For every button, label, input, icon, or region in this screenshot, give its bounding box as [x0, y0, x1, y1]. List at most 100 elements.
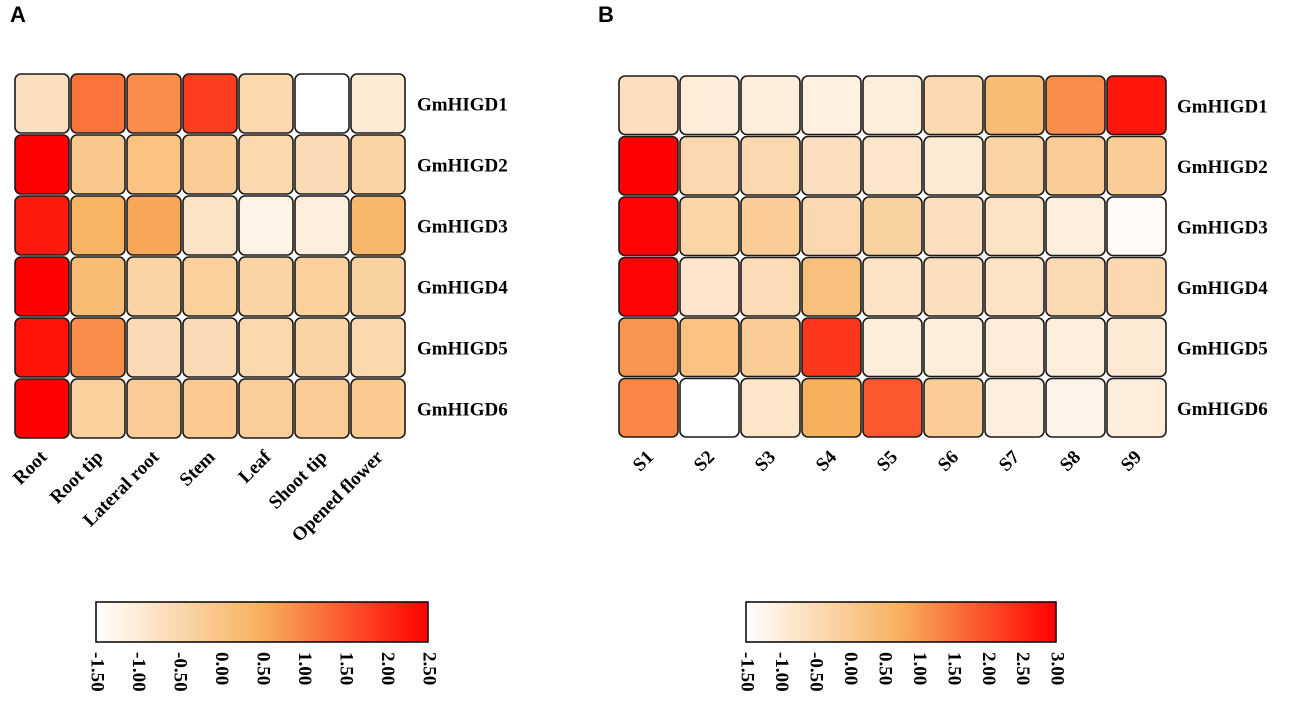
heatmap-cell — [1106, 196, 1167, 257]
heatmap-cell — [14, 317, 70, 378]
heatmap-cell — [350, 378, 406, 439]
heatmap-cell — [294, 317, 350, 378]
heatmap-cell — [740, 196, 801, 257]
heatmap-cell — [294, 195, 350, 256]
heatmap-cell — [801, 135, 862, 196]
colorbar-tick-label: -0.50 — [806, 652, 827, 692]
column-label: S7 — [995, 446, 1024, 475]
heatmap-cell — [679, 196, 740, 257]
heatmap-cell — [801, 377, 862, 438]
row-label: GmHIGD5 — [417, 339, 508, 360]
heatmap-cell — [923, 317, 984, 378]
heatmap-cell — [740, 377, 801, 438]
heatmap-cell — [984, 196, 1045, 257]
heatmap-cell — [350, 195, 406, 256]
heatmap-cell — [923, 196, 984, 257]
panel-b: B GmHIGD1 GmHIGD2 GmHIGD3 GmHIGD4 GmHIGD5 GmH… — [598, 2, 1268, 692]
heatmap-cell — [182, 317, 238, 378]
heatmap-cell — [984, 75, 1045, 136]
heatmap-cell — [126, 73, 182, 134]
heatmap-cell — [862, 377, 923, 438]
heatmap-cell — [1106, 377, 1167, 438]
column-label: S8 — [1056, 447, 1085, 476]
row-label: GmHIGD3 — [417, 217, 508, 238]
heatmap-cell — [740, 75, 801, 136]
heatmap-cell — [14, 256, 70, 317]
heatmap-cell — [862, 256, 923, 317]
heatmap-cell — [984, 135, 1045, 196]
colorbar-tick-label: -0.50 — [170, 652, 191, 692]
colorbar-tick-label: -1.00 — [128, 652, 149, 692]
column-label: Leaf — [235, 446, 276, 487]
heatmap-cell — [801, 75, 862, 136]
heatmap-cell — [801, 317, 862, 378]
colorbar-tick-label: 0.00 — [840, 652, 861, 685]
heatmap-cell — [862, 317, 923, 378]
heatmap-cell — [862, 135, 923, 196]
column-label: S9 — [1117, 447, 1146, 476]
row-label: GmHIGD1 — [417, 95, 508, 116]
heatmap-cell — [238, 317, 294, 378]
heatmap-cell — [70, 378, 126, 439]
panel-a: A GmHIGD1 GmHIGD2 GmHIGD3 GmHIGD4 GmHIGD5 GmH… — [9, 2, 508, 692]
colorbar-tick-label: 3.00 — [1047, 652, 1068, 685]
heatmap-cell — [1045, 317, 1106, 378]
row-label: GmHIGD6 — [1177, 399, 1268, 420]
colorbar-tick-label: 1.00 — [909, 652, 930, 685]
heatmap-cell — [1106, 317, 1167, 378]
heatmap-cell — [984, 377, 1045, 438]
heatmap-cell — [294, 73, 350, 134]
heatmap-cell — [70, 317, 126, 378]
heatmap-cell — [740, 135, 801, 196]
heatmap-cell — [14, 378, 70, 439]
column-label: Root — [9, 446, 52, 489]
heatmap-cell — [618, 317, 679, 378]
column-label: S1 — [629, 447, 658, 476]
colorbar — [95, 601, 429, 643]
heatmap-cell — [1045, 256, 1106, 317]
colorbar-tick-label: 1.00 — [294, 652, 315, 685]
heatmap-cell — [618, 256, 679, 317]
colorbar-tick-label: -1.50 — [87, 652, 108, 692]
heatmap-cell — [182, 73, 238, 134]
colorbar-tick-label: 2.50 — [419, 652, 440, 685]
heatmap-cell — [679, 135, 740, 196]
row-label: GmHIGD4 — [1177, 278, 1268, 299]
heatmap-cell — [350, 134, 406, 195]
heatmap-cell — [1045, 196, 1106, 257]
heatmap-cell — [1045, 75, 1106, 136]
heatmap-cell — [862, 75, 923, 136]
heatmap-cell — [182, 195, 238, 256]
heatmap-cell — [238, 134, 294, 195]
heatmap-cell — [182, 256, 238, 317]
heatmap-cell — [923, 256, 984, 317]
heatmap-cell — [618, 196, 679, 257]
heatmap-cell — [70, 134, 126, 195]
heatmap-cell — [1106, 256, 1167, 317]
heatmap-cell — [294, 378, 350, 439]
panel-b-letter: B — [598, 2, 614, 27]
heatmap-cell — [801, 256, 862, 317]
row-label: GmHIGD3 — [1177, 217, 1268, 238]
colorbar-tick-label: 0.50 — [253, 652, 274, 685]
heatmap-cell — [984, 317, 1045, 378]
column-label: S2 — [690, 447, 719, 476]
heatmap-cell — [294, 134, 350, 195]
heatmap-cell — [126, 134, 182, 195]
heatmap-cell — [923, 377, 984, 438]
heatmap-cell — [294, 256, 350, 317]
colorbar-tick-label: -1.00 — [771, 652, 792, 692]
heatmap-cell — [984, 256, 1045, 317]
heatmap-cell — [740, 256, 801, 317]
colorbar-tick-label: 1.50 — [336, 652, 357, 685]
heatmap-cell — [238, 378, 294, 439]
column-label: S6 — [934, 447, 963, 476]
heatmap-cell — [679, 317, 740, 378]
heatmap-cell — [350, 317, 406, 378]
heatmap-cell — [618, 75, 679, 136]
heatmap-cell — [801, 196, 862, 257]
heatmap-cell — [14, 134, 70, 195]
colorbar-tick-label: 0.50 — [874, 652, 895, 685]
column-label: Stem — [176, 447, 220, 491]
heatmap-cell — [923, 135, 984, 196]
